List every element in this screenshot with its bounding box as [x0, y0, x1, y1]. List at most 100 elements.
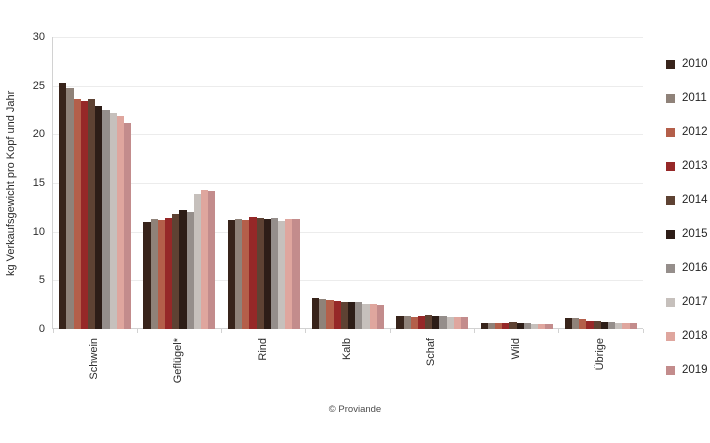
legend-label-2019: 2019: [682, 364, 708, 376]
gridline-5: [53, 280, 643, 282]
bar-Rind-2012: [242, 220, 250, 329]
bar-Wild-2017: [530, 324, 539, 329]
legend-label-2016: 2016: [682, 262, 708, 274]
legend: 2010 2011 2012 2013 2014 2015 2016 2017 2018 2019: [666, 47, 708, 387]
bar-Schaf-2010: [396, 316, 404, 329]
bar-Wild-2016: [523, 323, 531, 329]
gridline-20: [53, 134, 643, 136]
category-label-Geflügel*: Geflügel*: [172, 338, 185, 384]
legend-label-2012: 2012: [682, 126, 708, 138]
bar-Übrige-2018: [622, 323, 630, 329]
bar-Schwein-2014: [87, 99, 96, 329]
legend-swatch-2013: [666, 161, 675, 171]
bar-Geflügel*-2011: [150, 219, 158, 329]
bar-Kalb-2017: [362, 303, 370, 329]
bar-Schwein-2016: [102, 110, 110, 329]
bar-Übrige-2017: [615, 323, 623, 329]
source-attribution: © Proviande: [328, 404, 382, 415]
legend-swatch-2011: [666, 93, 675, 103]
plot-area: [52, 37, 644, 333]
legend-label-2010: 2010: [682, 58, 708, 70]
category-label-Wild: Wild: [509, 338, 522, 360]
bar-Kalb-2015: [347, 301, 356, 329]
bar-group-Schaf: [390, 37, 474, 329]
legend-swatch-2012: [666, 127, 675, 137]
gridline-30: [53, 37, 643, 38]
legend-swatch-2018: [666, 331, 675, 341]
bar-group-Rind: [222, 37, 306, 329]
bar-Schwein-2013: [80, 101, 88, 329]
legend-label-2017: 2017: [682, 296, 708, 308]
bar-Kalb-2012: [326, 299, 334, 329]
bar-Schwein-2018: [116, 115, 124, 329]
bar-Schaf-2015: [432, 316, 440, 329]
y-tick-15: 15: [32, 177, 45, 189]
bar-Rind-2014: [256, 218, 264, 329]
bar-Kalb-2014: [340, 301, 348, 329]
x-axis-tick: [558, 329, 560, 333]
bar-Wild-2019: [545, 324, 553, 329]
bar-Übrige-2011: [572, 318, 580, 329]
y-tick-20: 20: [32, 128, 45, 141]
bar-Geflügel*-2016: [186, 212, 194, 329]
category-label-Übrige: Übrige: [593, 338, 606, 371]
bar-Kalb-2013: [333, 300, 341, 329]
y-tick-25: 25: [32, 79, 45, 92]
legend-item-2010: 2010: [666, 47, 708, 81]
bar-Schwein-2012: [73, 99, 81, 329]
legend-swatch-2016: [666, 263, 675, 273]
legend-swatch-2010: [666, 59, 675, 69]
legend-label-2018: 2018: [682, 330, 708, 342]
bar-Kalb-2010: [312, 297, 320, 329]
bar-Schwein-2011: [66, 87, 74, 329]
bar-Geflügel*-2010: [143, 221, 151, 329]
bar-group-Geflügel*: [137, 37, 221, 329]
bar-Geflügel*-2012: [157, 220, 166, 329]
legend-swatch-2014: [666, 195, 675, 205]
gridline-10: [53, 231, 643, 233]
bar-Kalb-2011: [319, 298, 327, 329]
bar-Übrige-2013: [586, 321, 594, 329]
bar-Geflügel*-2017: [193, 193, 201, 329]
bar-Wild-2013: [502, 323, 510, 329]
legend-label-2014: 2014: [682, 194, 708, 206]
bar-Übrige-2019: [629, 323, 637, 329]
legend-item-2016: 2016: [666, 251, 708, 285]
bar-group-Übrige: [559, 37, 643, 329]
bar-Schaf-2011: [403, 316, 411, 329]
bar-Schaf-2018: [453, 317, 462, 329]
bar-Schwein-2010: [59, 82, 67, 329]
bar-group-Kalb: [306, 37, 390, 329]
bar-Übrige-2016: [608, 322, 616, 329]
bar-Schaf-2012: [410, 317, 418, 329]
bar-Schaf-2017: [446, 317, 454, 329]
bar-Rind-2017: [278, 221, 286, 329]
legend-label-2015: 2015: [682, 228, 708, 240]
bar-Übrige-2012: [579, 319, 587, 329]
gridline-15: [53, 183, 643, 184]
y-tick-0: 0: [38, 323, 45, 335]
legend-item-2013: 2013: [666, 149, 708, 183]
bar-Wild-2011: [487, 323, 495, 329]
legend-swatch-2017: [666, 297, 675, 307]
bar-Übrige-2014: [593, 321, 601, 329]
x-axis-tick: [642, 329, 644, 333]
y-tick-5: 5: [38, 274, 45, 287]
bar-Wild-2014: [509, 322, 517, 329]
bar-group-Schwein: [53, 37, 137, 329]
x-axis-tick: [305, 329, 307, 333]
y-tick-10: 10: [32, 225, 45, 238]
bar-Kalb-2018: [369, 303, 377, 329]
bar-Rind-2010: [227, 220, 235, 329]
bar-Geflügel*-2015: [179, 210, 187, 329]
bar-Schaf-2016: [439, 316, 447, 329]
y-axis-tick-labels: 0 5 10 15 20 25 30: [0, 31, 45, 335]
category-label-Rind: Rind: [256, 338, 269, 361]
category-label-Kalb: Kalb: [341, 338, 353, 361]
x-axis-tick: [52, 329, 54, 333]
bar-Schaf-2014: [425, 315, 433, 329]
bar-Geflügel*-2013: [165, 218, 173, 329]
legend-swatch-2015: [666, 229, 675, 239]
bar-Rind-2018: [285, 219, 293, 329]
